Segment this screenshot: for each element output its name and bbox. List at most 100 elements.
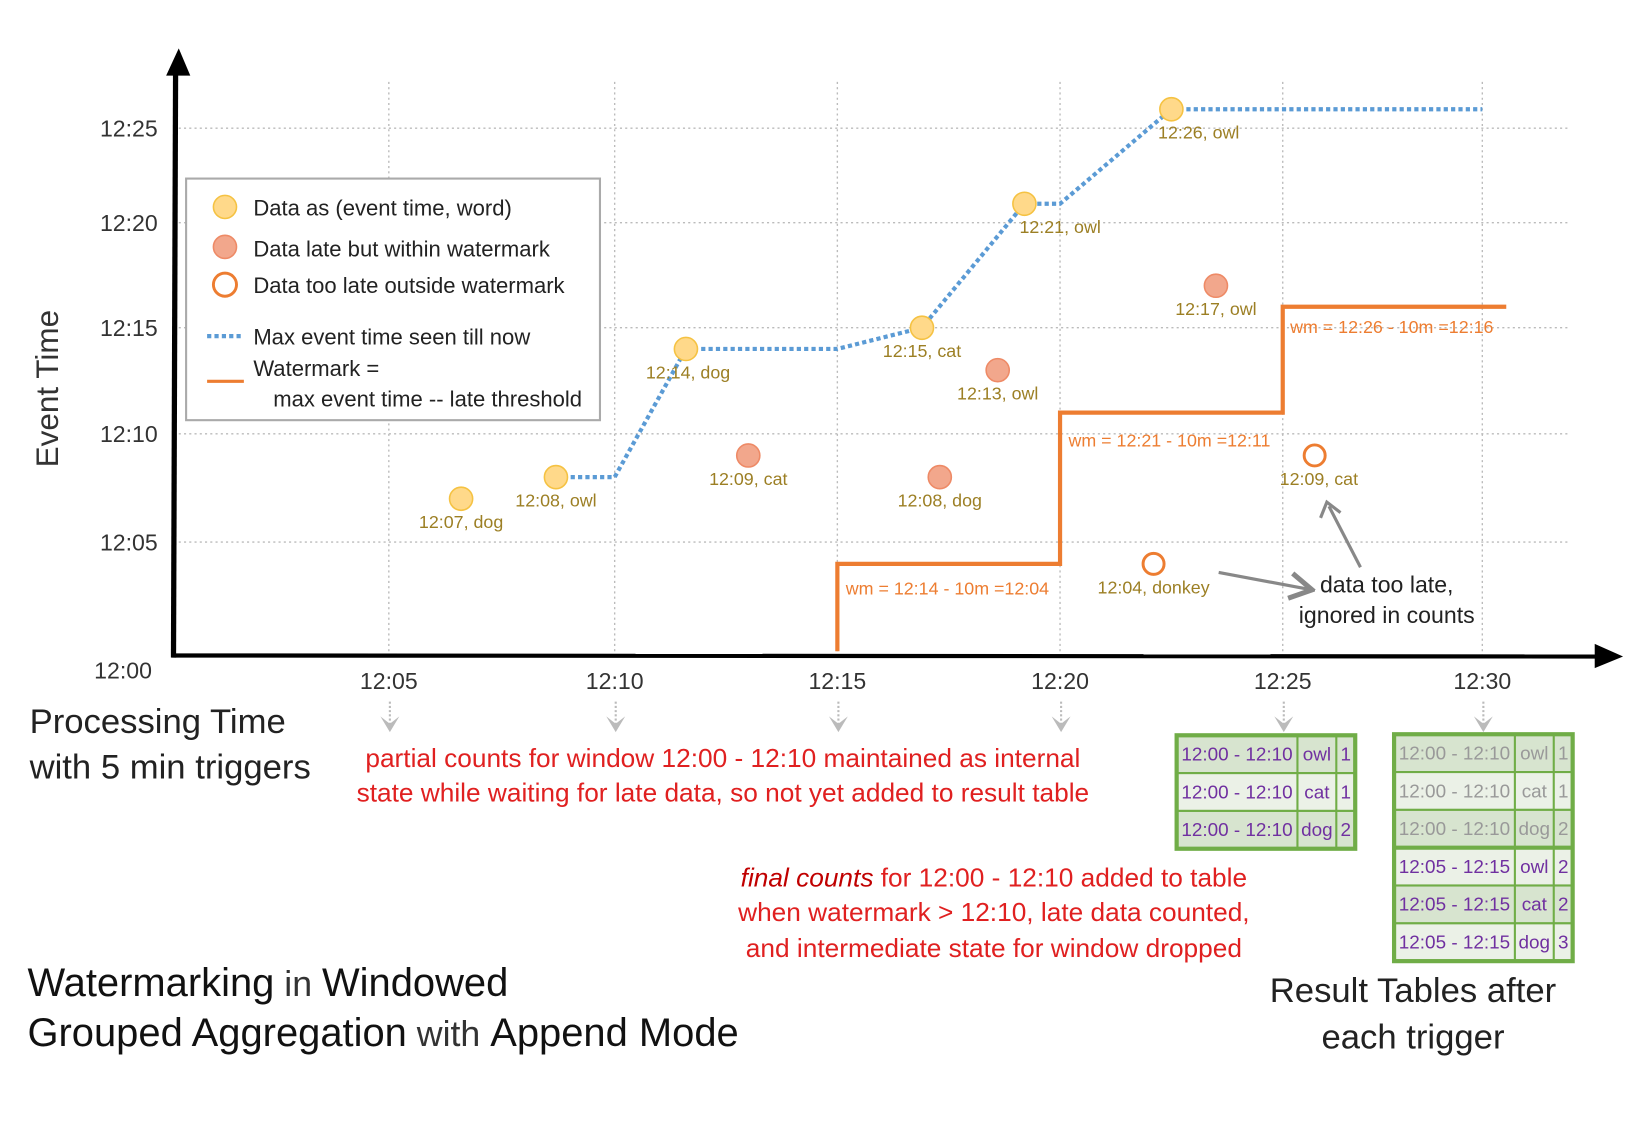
y-axis [170,69,179,658]
result-tables: 12:00 - 12:10 owl 1 12:00 - 12:10 cat 1 12:00 … [1174,732,1575,964]
data-point: 12:09, cat [1280,443,1358,489]
annotation-arrow [1327,505,1362,568]
y-axis-title: Event Time [29,310,65,468]
final-counts-note-2: when watermark > 12:10, late data counte… [737,897,1249,927]
late-legend-icon [212,234,238,260]
data-point: 12:09, cat [709,443,788,489]
late-point-icon [1203,273,1229,299]
table-row-bg [1175,809,1357,850]
too-late-legend-icon [211,271,238,298]
watermark-label-3: wm = 12:26 - 10m =12:16 [1289,317,1493,337]
result-table-1225: 12:00 - 12:10 owl 112:00 - 12:10 cat 112:00 … [1174,733,1358,851]
legend-watermark-def: max event time -- late threshold [273,387,582,412]
count-cell: 1 [1341,782,1352,803]
y-tick-label: 12:25 [100,116,158,142]
on-time-point-icon [543,464,569,490]
table-row: 12:05 - 12:15 dog 3 [1393,922,1574,963]
word-cell: cat [1522,895,1548,916]
word-cell: dog [1301,820,1333,841]
y-tick-label: 12:10 [100,421,158,447]
legend-watermark: Watermark = [253,356,379,381]
count-cell: 2 [1558,895,1569,916]
trigger-arrow-head-icon [1473,716,1493,733]
word-cell: dog [1519,933,1551,954]
table-row: 12:00 - 12:10 owl 1 [1393,733,1574,774]
data-point: 12:21, owl [1012,191,1101,237]
data-point-label: 12:26, owl [1158,123,1239,143]
table-row: 12:00 - 12:10 cat 1 [1393,771,1574,811]
data-point: 12:04, donkey [1098,551,1210,597]
late-point-icon [735,443,761,468]
window-cell: 12:00 - 12:10 [1399,819,1510,840]
table-row-bg [1175,772,1357,812]
result-caption-2: each trigger [1321,1018,1504,1056]
y-tick-label: 12:20 [100,210,158,236]
data-point-label: 12:15, cat [883,341,961,361]
diagram-title: Watermarking in Windowed [27,961,508,1005]
window-cell: 12:05 - 12:15 [1399,857,1510,878]
count-cell: 3 [1558,933,1569,954]
count-cell: 1 [1558,781,1569,802]
table-row: 12:00 - 12:10 dog 2 [1175,809,1357,850]
count-cell: 2 [1558,857,1569,878]
annotation-arrow [1218,570,1309,589]
tick-labels: 12:05 12:10 12:15 12:20 12:25 12:30 12:00 12:05… [94,116,1511,733]
data-point-label: 12:17, owl [1175,299,1256,319]
y-tick-label: 12:00 [94,658,152,684]
data-point-label: 12:07, dog [419,512,503,532]
y-tick-label: 12:05 [100,529,158,555]
x-tick-label: 12:15 [808,668,866,694]
trigger-arrow-head-icon [380,716,400,733]
table-row: 12:00 - 12:10 cat 1 [1175,772,1357,812]
y-tick-label: 12:15 [100,315,158,341]
partial-counts-note-2: state while waiting for late data, so no… [357,777,1090,807]
count-cell: 1 [1558,743,1569,764]
window-cell: 12:00 - 12:10 [1181,745,1292,766]
table-border [1174,733,1358,851]
diagram-title-2: Grouped Aggregation with Append Mode [27,1011,738,1055]
word-cell: cat [1522,781,1548,802]
legend-too-late: Data too late outside watermark [253,273,565,298]
word-cell: owl [1520,743,1548,764]
x-axis-subtitle: with 5 min triggers [29,748,311,786]
data-point: 12:08, dog [898,464,982,511]
window-cell: 12:05 - 12:15 [1399,933,1510,954]
data-point-label: 12:04, donkey [1098,577,1210,597]
data-point-label: 12:13, owl [957,384,1038,404]
y-axis-arrow-icon [166,48,191,76]
too-late-point-icon [1302,443,1327,468]
data-point: 12:07, dog [419,486,503,532]
word-cell: dog [1519,819,1551,840]
partial-counts-note: partial counts for window 12:00 - 12:10 … [365,743,1080,773]
x-tick-label: 12:10 [586,668,644,694]
data-point-label: 12:09, cat [1280,469,1358,489]
on-time-point-icon [448,486,474,512]
legend-on-time: Data as (event time, word) [253,195,512,220]
x-tick-label: 12:05 [360,668,418,694]
data-point-label: 12:14, dog [646,362,730,382]
data-point: 12:13, owl [957,357,1038,404]
annotation-arrow-head-icon [1319,499,1342,519]
legend: Data as (event time, word) Data late but… [185,177,602,422]
too-late-point-icon [1141,551,1166,576]
late-point-icon [985,357,1011,383]
word-cell: cat [1304,782,1330,803]
trigger-arrow-head-icon [1274,716,1294,733]
window-cell: 12:00 - 12:10 [1399,743,1510,764]
watermark-label-1: wm = 12:14 - 10m =12:04 [845,579,1049,599]
watermark-line [835,304,1507,652]
on-time-point-icon [1012,191,1037,217]
x-tick-label: 12:30 [1453,668,1511,694]
x-axis-arrow-icon [1594,643,1624,669]
data-point-label: 12:21, owl [1019,217,1100,237]
watermark-label-2: wm = 12:21 - 10m =12:11 [1067,430,1270,450]
trigger-arrow-head-icon [606,716,626,733]
table-row: 12:00 - 12:10 owl 1 [1175,734,1357,775]
on-time-point-icon [1159,96,1184,122]
data-point: 12:14, dog [646,336,730,382]
result-caption: Result Tables after [1270,972,1556,1010]
count-cell: 2 [1341,820,1352,841]
x-axis [171,653,1599,659]
table-row: 12:00 - 12:10 dog 2 [1393,808,1574,849]
data-point: 12:26, owl [1158,96,1239,143]
